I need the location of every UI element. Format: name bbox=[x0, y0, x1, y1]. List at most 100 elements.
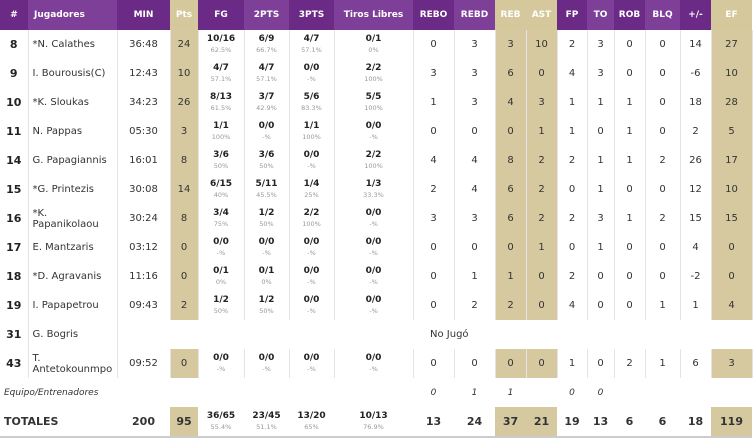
column-header[interactable]: Pts bbox=[170, 0, 198, 30]
column-header[interactable]: REBD bbox=[454, 0, 495, 30]
fg: 1/1 100% bbox=[198, 117, 245, 146]
column-header[interactable]: ROB bbox=[614, 0, 645, 30]
shots-made-attempted: 1/1 bbox=[303, 120, 320, 131]
shot-percentage: -% bbox=[307, 364, 316, 373]
fp: 0 bbox=[569, 387, 575, 398]
ast: 2 bbox=[526, 204, 558, 233]
column-header[interactable]: REB bbox=[495, 0, 526, 30]
shot-percentage: 40% bbox=[213, 190, 229, 199]
rob: 0 bbox=[614, 233, 646, 262]
column-header[interactable]: 3PTS bbox=[289, 0, 334, 30]
player-name[interactable]: E. Mantzaris bbox=[27, 233, 118, 262]
shots-made-attempted: 0/0 bbox=[303, 352, 320, 363]
reb: 3 bbox=[495, 30, 527, 59]
shot-percentage: 61.5% bbox=[210, 103, 232, 112]
player-name[interactable]: I. Papapetrou bbox=[27, 291, 118, 320]
points: 3 bbox=[170, 117, 199, 146]
shots-made-attempted: 1/2 bbox=[213, 294, 229, 305]
player-name[interactable]: *K. Sloukas bbox=[27, 88, 118, 117]
free-throws: 0/0 -% bbox=[334, 262, 414, 291]
rebo: 0 bbox=[413, 262, 455, 291]
column-header[interactable]: # bbox=[0, 0, 28, 30]
shot-percentage: -% bbox=[369, 306, 378, 315]
shot-percentage: -% bbox=[307, 248, 316, 257]
player-name[interactable]: I. Bourousis(C) bbox=[27, 59, 118, 88]
player-row: 17 E. Mantzaris 03:12 0 0/0 -% 0/0 -% 0/0 -% 0/0 -%… bbox=[0, 233, 753, 262]
player-name[interactable]: N. Pappas bbox=[27, 117, 118, 146]
shot-percentage: 57.1% bbox=[301, 45, 322, 54]
free-throws: 0/1 0% bbox=[334, 30, 414, 59]
free-throws: 1/3 33.3% bbox=[334, 175, 414, 204]
column-header[interactable]: TO bbox=[587, 0, 614, 30]
two-pointers: 0/0 -% bbox=[244, 233, 290, 262]
player-number: 11 bbox=[6, 125, 22, 138]
fg: 0/0 -% bbox=[198, 233, 245, 262]
player-name[interactable]: G. Papagiannis bbox=[27, 146, 118, 175]
column-header[interactable]: +/- bbox=[680, 0, 711, 30]
shots-made-attempted: 10/13 bbox=[359, 410, 388, 421]
player-name[interactable]: G. Bogris bbox=[27, 320, 118, 349]
shot-percentage: 45.5% bbox=[256, 190, 277, 199]
player-name[interactable]: T. Antetokounmpo bbox=[27, 349, 118, 378]
column-header[interactable]: REBO bbox=[413, 0, 454, 30]
player-number: 18 bbox=[6, 270, 22, 283]
reb: 0 bbox=[495, 117, 527, 146]
to: 0 bbox=[597, 387, 604, 398]
ef: 10 bbox=[711, 59, 753, 88]
player-name[interactable]: *N. Calathes bbox=[27, 30, 118, 59]
minutes: 09:43 bbox=[117, 291, 171, 320]
fg: 3/4 75% bbox=[198, 204, 245, 233]
fp: 1 bbox=[557, 349, 588, 378]
three-pointers: 0/0 -% bbox=[289, 59, 335, 88]
fp: 2 bbox=[557, 146, 588, 175]
fp: 19 bbox=[557, 407, 587, 438]
reb: 0 bbox=[495, 349, 527, 378]
shots-made-attempted: 1/1 bbox=[213, 120, 229, 131]
reb: 6 bbox=[495, 59, 527, 88]
player-name[interactable]: *G. Printezis bbox=[27, 175, 118, 204]
column-header[interactable]: Tiros Libres bbox=[334, 0, 413, 30]
column-header[interactable]: AST bbox=[526, 0, 557, 30]
column-header[interactable]: FP bbox=[557, 0, 587, 30]
fg: 10/16 62.5% bbox=[198, 30, 245, 59]
column-header[interactable]: EF bbox=[711, 0, 752, 30]
player-name[interactable]: *K. Papanikolaou bbox=[27, 204, 118, 233]
player-number: 43 bbox=[6, 357, 22, 370]
fp: 2 bbox=[557, 30, 588, 59]
to: 1 bbox=[587, 88, 615, 117]
shot-percentage: -% bbox=[369, 132, 378, 141]
shot-percentage: -% bbox=[369, 277, 378, 286]
shots-made-attempted: 2/2 bbox=[303, 207, 320, 218]
ast bbox=[526, 378, 557, 407]
three-pointers: 5/6 83.3% bbox=[289, 88, 335, 117]
column-header[interactable]: BLQ bbox=[645, 0, 680, 30]
rob: 1 bbox=[614, 88, 646, 117]
minutes: 30:08 bbox=[117, 175, 171, 204]
rob: 0 bbox=[614, 59, 646, 88]
to: 1 bbox=[587, 175, 615, 204]
rebd: 3 bbox=[454, 88, 496, 117]
shot-percentage: 57.1% bbox=[256, 74, 277, 83]
column-header[interactable]: Jugadores bbox=[28, 0, 117, 30]
ef: 0 bbox=[711, 233, 753, 262]
ef: 3 bbox=[711, 349, 753, 378]
shot-percentage: 50% bbox=[259, 161, 274, 170]
shot-percentage: 100% bbox=[364, 74, 383, 83]
fp: 2 bbox=[557, 204, 588, 233]
ef bbox=[711, 378, 752, 407]
shots-made-attempted: 0/0 bbox=[213, 236, 229, 247]
shot-percentage: 33.3% bbox=[363, 190, 384, 199]
to: 0 bbox=[587, 291, 615, 320]
free-throws: 0/0 -% bbox=[334, 291, 414, 320]
two-pointers: 6/9 66.7% bbox=[244, 30, 290, 59]
player-name[interactable]: *D. Agravanis bbox=[27, 262, 118, 291]
points: 10 bbox=[170, 59, 199, 88]
shots-made-attempted: 23/45 bbox=[252, 410, 281, 421]
rebd: 0 bbox=[454, 117, 496, 146]
rob: 0 bbox=[614, 30, 646, 59]
plus-minus: 2 bbox=[680, 117, 712, 146]
column-header[interactable]: 2PTS bbox=[244, 0, 289, 30]
shot-percentage: 75% bbox=[213, 219, 229, 228]
column-header[interactable]: FG bbox=[198, 0, 244, 30]
column-header[interactable]: MIN bbox=[117, 0, 170, 30]
